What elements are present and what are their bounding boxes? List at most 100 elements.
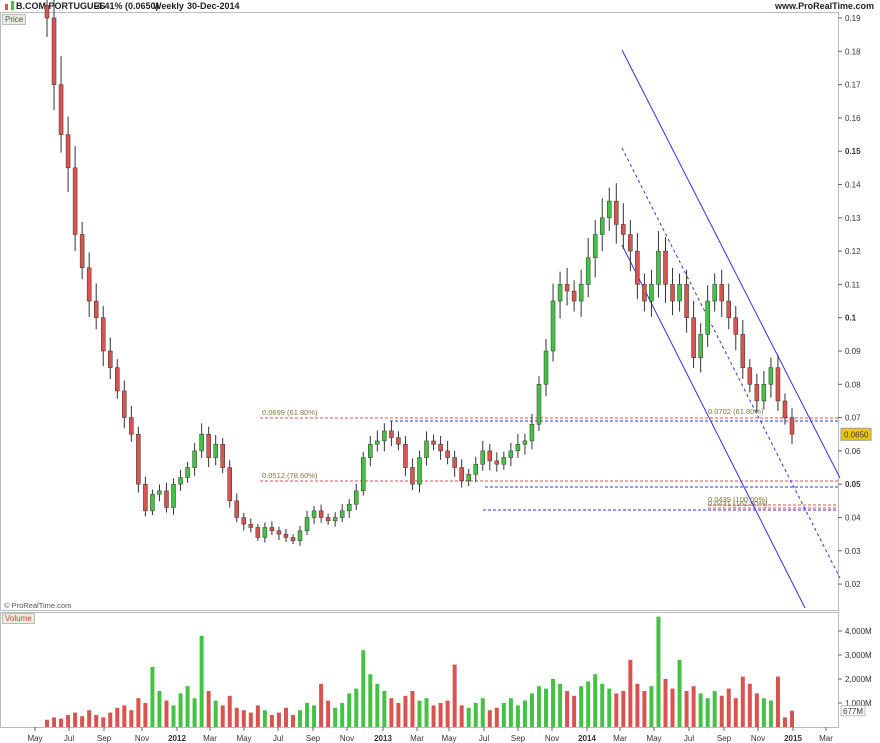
- x-tick-label: Mar: [613, 734, 627, 743]
- candle-body: [445, 450, 450, 458]
- volume-bar: [269, 715, 274, 727]
- volume-bar: [508, 698, 513, 727]
- candle-body: [417, 457, 422, 485]
- candle-body: [656, 250, 661, 285]
- candle-body: [65, 134, 71, 169]
- candle-body: [614, 200, 619, 225]
- candle-body: [206, 434, 211, 458]
- volume-bar: [656, 616, 661, 727]
- candle-icon: [3, 0, 17, 13]
- candle-body: [389, 430, 394, 438]
- site-link[interactable]: www.ProRealTime.com: [774, 1, 874, 11]
- candle-body: [466, 473, 471, 482]
- volume-bar: [649, 686, 654, 727]
- candle-body: [185, 467, 190, 478]
- price-panel-label: Price: [2, 14, 27, 25]
- fib-label: 0.0702 (61.80%): [708, 407, 764, 416]
- candle-body: [51, 17, 57, 85]
- x-tick-label: Nov: [545, 734, 559, 743]
- candle-body: [122, 390, 127, 418]
- volume-bar: [586, 681, 591, 727]
- candle-body: [775, 367, 781, 402]
- x-tick-label: May: [441, 734, 456, 743]
- volume-bar: [213, 700, 218, 727]
- candle-body: [480, 450, 486, 465]
- candle-body: [304, 517, 310, 532]
- volume-bar: [150, 667, 155, 727]
- volume-bar: [635, 683, 640, 727]
- volume-bar: [445, 700, 450, 727]
- volume-bar: [333, 707, 338, 727]
- x-tick-label: 2015: [784, 734, 802, 743]
- candle-body: [487, 450, 493, 462]
- volume-bar: [206, 691, 211, 727]
- candle-body: [382, 430, 387, 442]
- candle-body: [171, 483, 176, 508]
- candle-body: [213, 443, 218, 458]
- candle-body: [635, 250, 640, 285]
- candle-body: [494, 460, 500, 465]
- volume-bar: [164, 700, 169, 727]
- candle-body: [262, 527, 268, 538]
- y-tick-label: 0.13: [845, 214, 861, 223]
- volume-bar: [375, 683, 380, 727]
- volume-bar: [340, 703, 345, 727]
- volume-bar: [494, 707, 499, 727]
- candle-body: [789, 417, 795, 435]
- candle-body: [691, 317, 696, 358]
- y-tick-label: 0.05: [845, 480, 861, 489]
- candle-body: [72, 167, 78, 235]
- volume-bar: [529, 693, 534, 727]
- volume-panel-frame: [0, 612, 839, 728]
- candle-body: [150, 493, 155, 512]
- volume-bar: [276, 712, 281, 727]
- volume-bar: [354, 688, 359, 727]
- y-tick-label: 0.08: [845, 380, 861, 389]
- volume-bar: [487, 710, 492, 727]
- volume-bar: [248, 712, 253, 727]
- last-volume-label: 677M: [843, 707, 863, 716]
- candle-body: [353, 490, 359, 505]
- candle-body: [332, 517, 338, 522]
- volume-bar: [178, 693, 183, 727]
- candle-body: [649, 284, 654, 302]
- vol-tick-label: 2,000M: [845, 675, 872, 684]
- volume-bar: [326, 700, 331, 727]
- candle-body: [515, 443, 521, 452]
- x-tick-label: May: [646, 734, 661, 743]
- x-tick-label: Jul: [64, 734, 74, 743]
- channel-mid-line: [621, 147, 841, 579]
- volume-bar: [473, 703, 478, 727]
- candle-body: [143, 483, 148, 512]
- volume-bar: [312, 705, 317, 727]
- volume-bar: [424, 698, 429, 727]
- candle-body: [536, 384, 542, 425]
- candle-body: [599, 217, 605, 235]
- x-tick-label: 2013: [374, 734, 392, 743]
- date: 30-Dec-2014: [187, 1, 240, 11]
- x-tick-label: Mar: [410, 734, 424, 743]
- candle-body: [276, 530, 282, 535]
- x-tick-label: Nov: [751, 734, 765, 743]
- candle-body: [410, 467, 415, 485]
- volume-bar: [558, 683, 563, 727]
- volume-bar: [305, 703, 310, 727]
- x-tick-label: Jul: [273, 734, 283, 743]
- volume-bar: [66, 715, 71, 727]
- x-tick-label: Mar: [203, 734, 217, 743]
- y-tick-label: 0.11: [845, 280, 861, 289]
- candle-body: [740, 334, 746, 368]
- volume-bar: [290, 715, 295, 727]
- y-tick-label: 0.07: [845, 414, 861, 423]
- volume-bar: [565, 691, 570, 727]
- x-tick-label: Sep: [717, 734, 732, 743]
- candle-body: [473, 463, 478, 475]
- last-price-badge: [840, 427, 872, 441]
- volume-bar: [45, 719, 49, 727]
- candle-body: [522, 440, 528, 445]
- candle-body: [670, 284, 675, 302]
- volume-bar: [740, 676, 745, 727]
- candle-body: [557, 284, 563, 302]
- volume-bar: [600, 683, 605, 727]
